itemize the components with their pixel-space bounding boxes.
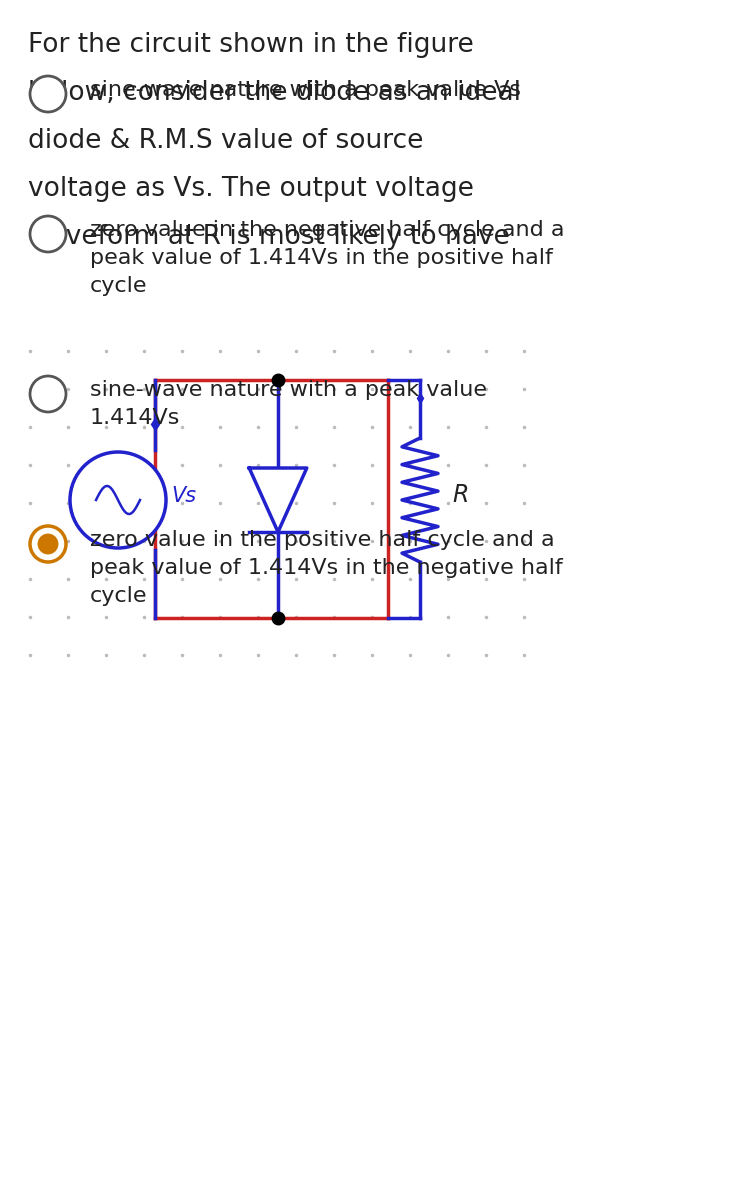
Circle shape	[30, 526, 66, 562]
Text: cycle: cycle	[90, 276, 147, 296]
Circle shape	[38, 534, 58, 554]
Text: voltage as Vs. The output voltage: voltage as Vs. The output voltage	[28, 176, 474, 202]
Text: Vs: Vs	[171, 486, 196, 506]
Text: waveform at R is most likely to have: waveform at R is most likely to have	[28, 224, 510, 250]
Circle shape	[30, 76, 66, 112]
Text: sine-wave nature with a peak value: sine-wave nature with a peak value	[90, 380, 487, 400]
Text: zero value in the negative half cycle and a: zero value in the negative half cycle an…	[90, 220, 565, 240]
Text: zero value in the positive half cycle and a: zero value in the positive half cycle an…	[90, 530, 554, 550]
Text: sine-wave nature with a peak value Vs: sine-wave nature with a peak value Vs	[90, 80, 521, 100]
Circle shape	[30, 376, 66, 412]
Circle shape	[70, 452, 166, 548]
Text: For the circuit shown in the figure: For the circuit shown in the figure	[28, 32, 474, 58]
Text: R: R	[452, 482, 468, 506]
Text: peak value of 1.414Vs in the negative half: peak value of 1.414Vs in the negative ha…	[90, 558, 562, 578]
Text: diode & R.M.S value of source: diode & R.M.S value of source	[28, 128, 423, 154]
Circle shape	[30, 216, 66, 252]
Text: cycle: cycle	[90, 586, 147, 606]
Polygon shape	[249, 468, 307, 532]
Text: below, consider the diode as an ideal: below, consider the diode as an ideal	[28, 80, 521, 106]
Text: 1.414Vs: 1.414Vs	[90, 408, 181, 428]
Text: peak value of 1.414Vs in the positive half: peak value of 1.414Vs in the positive ha…	[90, 248, 553, 268]
